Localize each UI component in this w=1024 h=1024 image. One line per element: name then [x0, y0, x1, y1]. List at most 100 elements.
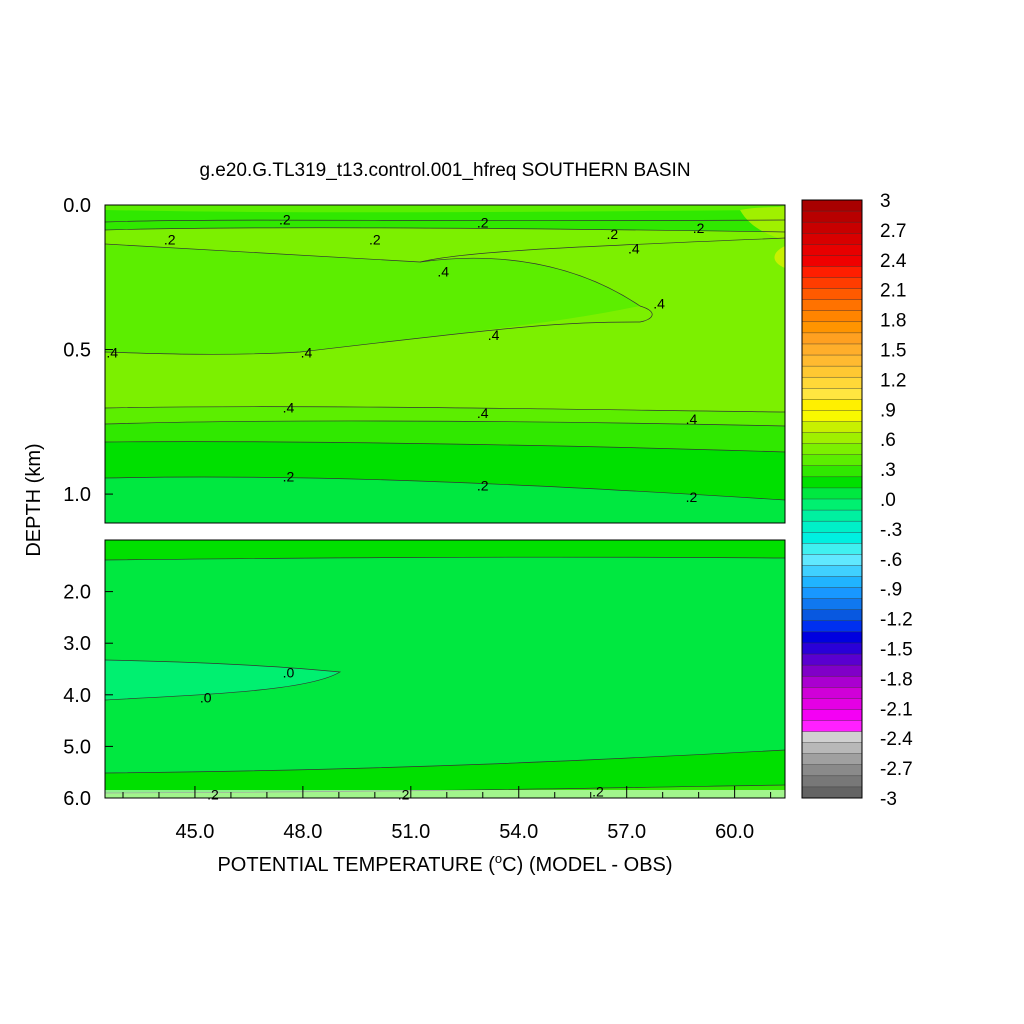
y-tick-label: 0.5 [63, 340, 91, 362]
colorbar-swatch [801, 709, 863, 721]
lower-y-axis: 2.0 3.0 4.0 5.0 6.0 [63, 582, 113, 810]
contour-fill-band [105, 540, 785, 560]
colorbar-swatch [801, 587, 863, 600]
colorbar-label: -1.8 [880, 669, 913, 690]
x-axis-title-prefix: POTENTIAL TEMPERATURE ( [217, 854, 495, 876]
lower-panel-border [104, 539, 786, 799]
x-tick-label: 48.0 [283, 821, 322, 843]
colorbar-swatch [801, 565, 863, 578]
colorbar-label: -2.7 [880, 759, 913, 780]
upper-contour-fill [105, 205, 785, 523]
colorbar-swatch [801, 543, 863, 555]
contour-label: .0 [283, 665, 295, 681]
colorbar-swatch [801, 576, 863, 589]
colorbar-label: -2.1 [880, 699, 913, 720]
colorbar-label: -1.2 [880, 610, 913, 631]
colorbar-swatch [801, 498, 863, 511]
x-axis-title: POTENTIAL TEMPERATURE (oC) (MODEL - OBS) [217, 851, 672, 876]
colorbar-label: 3 [880, 191, 891, 212]
contour-label: .4 [628, 240, 640, 256]
contour-label: .2 [477, 477, 489, 493]
lower-panel: 2.0 3.0 4.0 5.0 6.0 45.0 48.0 51.0 54.0 57.0 60.0 [63, 539, 786, 843]
x-tick-label: 51.0 [391, 821, 430, 843]
y-tick-label: 0.0 [63, 195, 91, 217]
colorbar-swatch [801, 764, 863, 777]
colorbar-swatch [801, 221, 863, 234]
contour-label: .2 [477, 214, 489, 230]
lower-contour-fill [105, 540, 785, 798]
y-tick-label: 4.0 [63, 685, 91, 707]
colorbar-border [801, 199, 863, 799]
colorbar-swatch [801, 399, 863, 411]
colorbar-swatch [801, 454, 863, 467]
colorbar-swatch [801, 210, 863, 223]
upper-y-axis: 0.0 0.5 1.0 [63, 195, 113, 506]
colorbar-swatch [801, 554, 863, 566]
colorbar-label: .0 [880, 490, 896, 511]
contour-label: .2 [606, 226, 618, 242]
colorbar-swatch [801, 299, 863, 312]
contour-label: .2 [283, 469, 295, 485]
contour-fill-band [105, 420, 785, 448]
x-axis-title-suffix: C) (MODEL - OBS) [502, 854, 672, 876]
colorbar-label: .9 [880, 400, 896, 421]
contour-label: .2 [693, 220, 705, 236]
colorbar-label: -3 [880, 789, 897, 810]
x-tick-label: 45.0 [175, 821, 214, 843]
contour-fill-band [105, 750, 785, 798]
colorbar-swatch [801, 476, 863, 489]
y-tick-label: 2.0 [63, 582, 91, 604]
x-tick-label: 60.0 [715, 821, 754, 843]
contour-line [105, 219, 785, 263]
colorbar-label: .3 [880, 460, 896, 481]
contour-line [105, 257, 653, 355]
x-axis-title-sup: o [495, 851, 502, 866]
colorbar-label: -.3 [880, 520, 902, 541]
colorbar-swatch [801, 266, 863, 279]
colorbar-swatch [801, 532, 863, 544]
colorbar-swatch [801, 443, 863, 456]
colorbar-swatch [801, 376, 863, 389]
colorbar-swatch [801, 277, 863, 290]
contour-fill-band [105, 245, 640, 355]
contour-label: .4 [283, 399, 295, 415]
contour-labels: .2 .2 .2 .2 .2 .2 .4 .4 .4 .4 .4 .4 .4 .4 .4 .2 .2 .2 .0 .0… [106, 211, 704, 802]
colorbar-swatch [801, 664, 863, 677]
contour-label: .2 [164, 232, 176, 248]
x-axis: 45.0 48.0 51.0 54.0 57.0 60.0 [122, 786, 772, 843]
contour-label: .2 [279, 211, 291, 227]
colorbar-swatch [801, 332, 863, 345]
colorbar-swatch [801, 288, 863, 301]
colorbar-swatch [801, 321, 863, 334]
colorbar-swatch [801, 653, 863, 666]
contour-fill-band [105, 205, 785, 213]
colorbar-label: -2.4 [880, 729, 913, 750]
bottom-blank-band [105, 790, 785, 798]
colorbar-swatch [801, 698, 863, 710]
colorbar-swatch [801, 388, 863, 400]
contour-label: .4 [106, 344, 118, 360]
contour-label: .2 [369, 232, 381, 248]
colorbar-label: 2.7 [880, 221, 906, 242]
chart-title: g.e20.G.TL319_t13.control.001_hfreq SOUT… [199, 160, 690, 181]
colorbar-label: 1.8 [880, 311, 906, 332]
colorbar-swatch [801, 520, 863, 533]
upper-panel-border [104, 204, 786, 524]
colorbar-swatch [801, 509, 863, 522]
colorbar-swatch [801, 255, 863, 267]
colorbar-label: .6 [880, 430, 896, 451]
contour-label: .0 [200, 689, 212, 705]
colorbar-swatch [801, 598, 863, 611]
colorbar-swatch [801, 432, 863, 445]
colorbar: 3 2.7 2.4 2.1 1.8 1.5 1.2 .9 .6 .3 .0 -.3 -.6 -.9 -1.2… [801, 191, 913, 810]
contour-fill-band [105, 660, 340, 700]
contour-label: .2 [398, 786, 410, 802]
contour-fill-band [105, 476, 785, 523]
contour-line [105, 406, 785, 501]
colorbar-swatch [801, 487, 863, 500]
contour-label: .4 [653, 295, 665, 311]
colorbar-swatch [801, 742, 863, 755]
colorbar-label: 2.1 [880, 281, 906, 302]
colorbar-swatch [801, 675, 863, 688]
